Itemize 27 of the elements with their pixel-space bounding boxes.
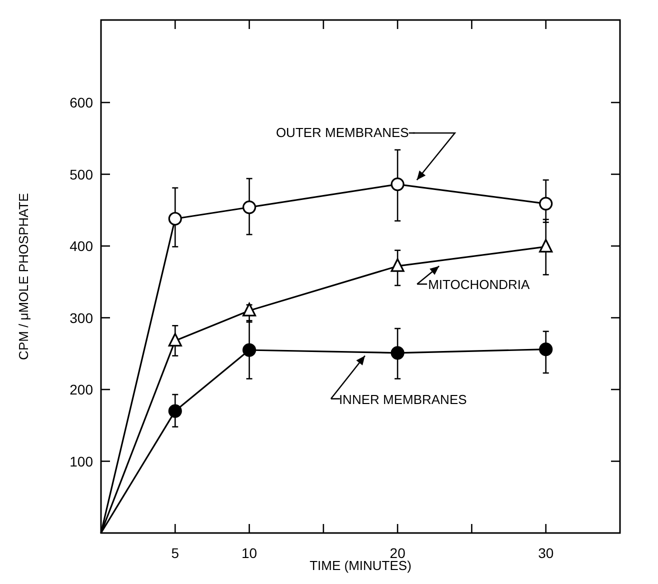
point (242, 343, 256, 357)
y-tick-label: 100 (70, 453, 94, 470)
text: OUTER MEMBRANES (276, 125, 410, 140)
y-axis-title: CPM / μMOLE PHOSPHATE (16, 192, 31, 360)
x-tick-label: 20 (390, 545, 406, 561)
point (168, 212, 182, 226)
point (168, 332, 182, 347)
y-tick-label: 600 (70, 94, 94, 111)
x-tick-label: 30 (538, 545, 554, 561)
point (539, 238, 553, 253)
point (390, 346, 404, 360)
y-tick-label: 400 (70, 238, 94, 254)
point (539, 342, 553, 356)
legend-label: MITOCHONDRIA (428, 277, 530, 292)
point (168, 404, 182, 418)
legend-label: INNER MEMBRANES (338, 392, 468, 407)
x-tick-label: 10 (241, 545, 258, 561)
point (390, 178, 404, 192)
point (539, 196, 553, 210)
point (242, 302, 256, 316)
y-tick-label: 500 (70, 166, 94, 182)
x-axis-title: TIME (MINUTES) (310, 558, 412, 573)
point (242, 200, 256, 214)
y-tick-label: 300 (70, 310, 94, 326)
y-tick-label: 200 (70, 382, 94, 398)
point (390, 258, 404, 272)
x-tick-label: 5 (171, 545, 180, 561)
